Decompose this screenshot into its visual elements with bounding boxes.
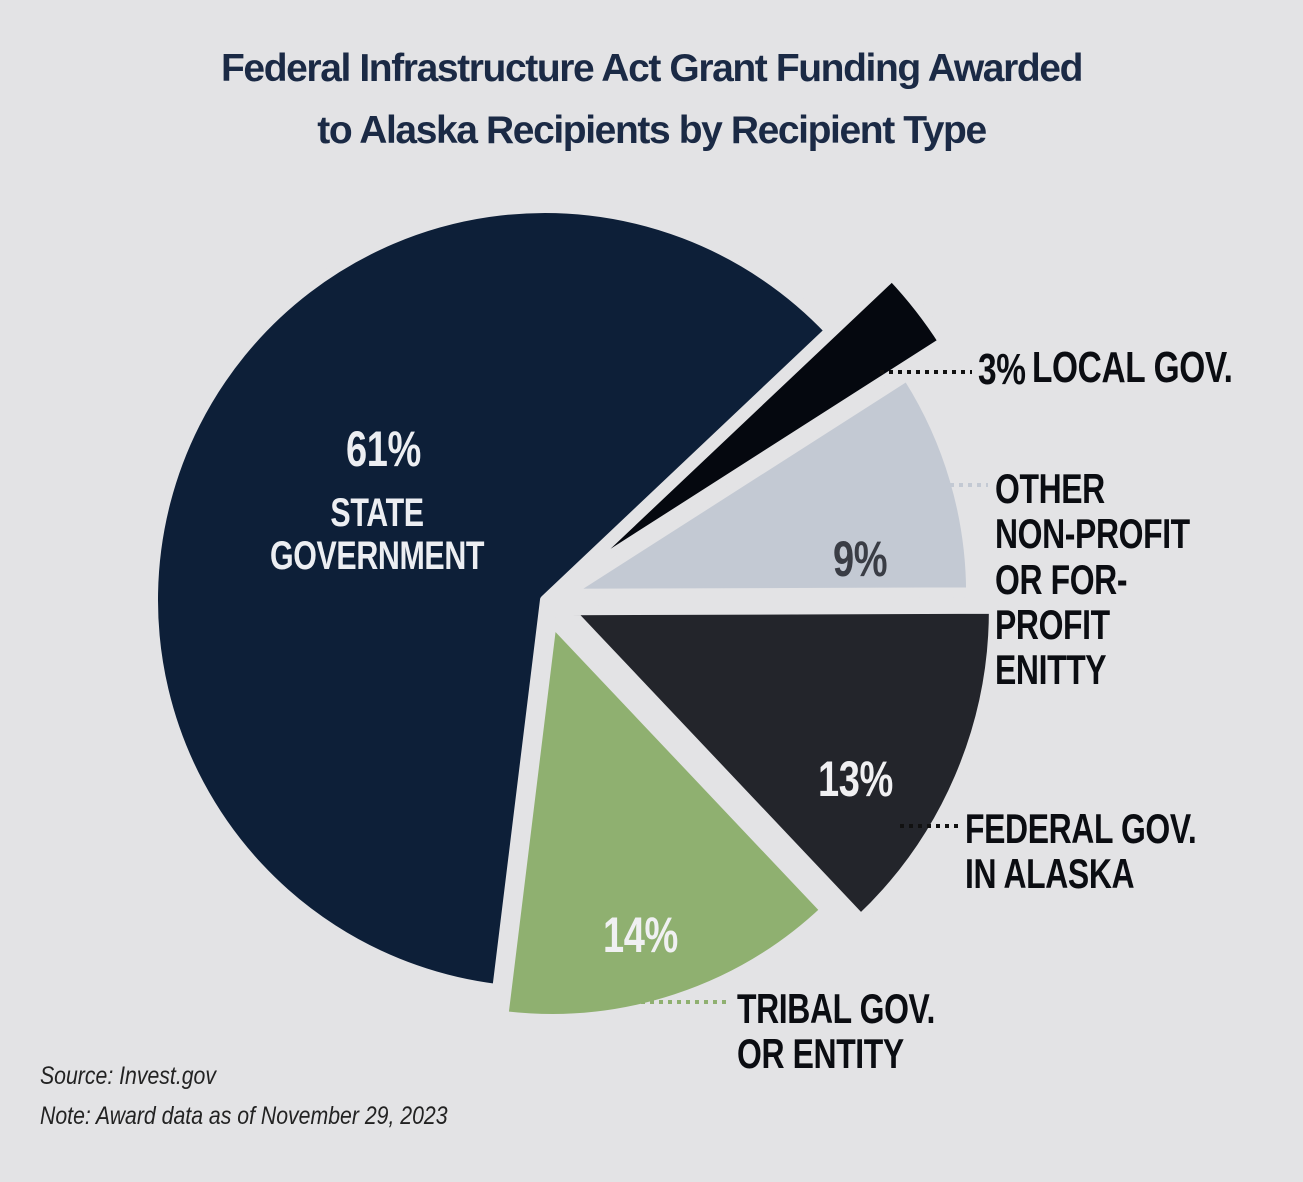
pie-slice — [148, 203, 835, 995]
pie-slice — [563, 270, 949, 587]
value-label: 3% — [978, 345, 1026, 394]
source: Source: Invest.gov — [40, 1062, 217, 1090]
category-label: FEDERAL GOV. IN ALASKA — [965, 805, 1197, 898]
leader-lines — [605, 370, 988, 1004]
value-label: 9% — [833, 531, 888, 587]
note: Note: Award data as of November 29, 2023 — [40, 1102, 448, 1130]
pie-slice — [563, 603, 999, 925]
value-label: 61% — [346, 421, 421, 477]
category-label: STATE GOVERNMENT — [270, 491, 485, 579]
pie-slice — [561, 370, 977, 599]
category-label: LOCAL GOV. — [1032, 343, 1233, 392]
value-label: 14% — [603, 907, 678, 963]
category-label: TRIBAL GOV. OR ENTITY — [737, 985, 936, 1078]
value-label: 13% — [818, 751, 893, 807]
chart-title: Federal Infrastructure Act Grant Funding… — [221, 47, 1083, 152]
category-label: OTHER NON-PROFIT OR FOR-PROFIT ENITTY — [995, 465, 1190, 694]
pie-slice — [498, 615, 831, 1024]
